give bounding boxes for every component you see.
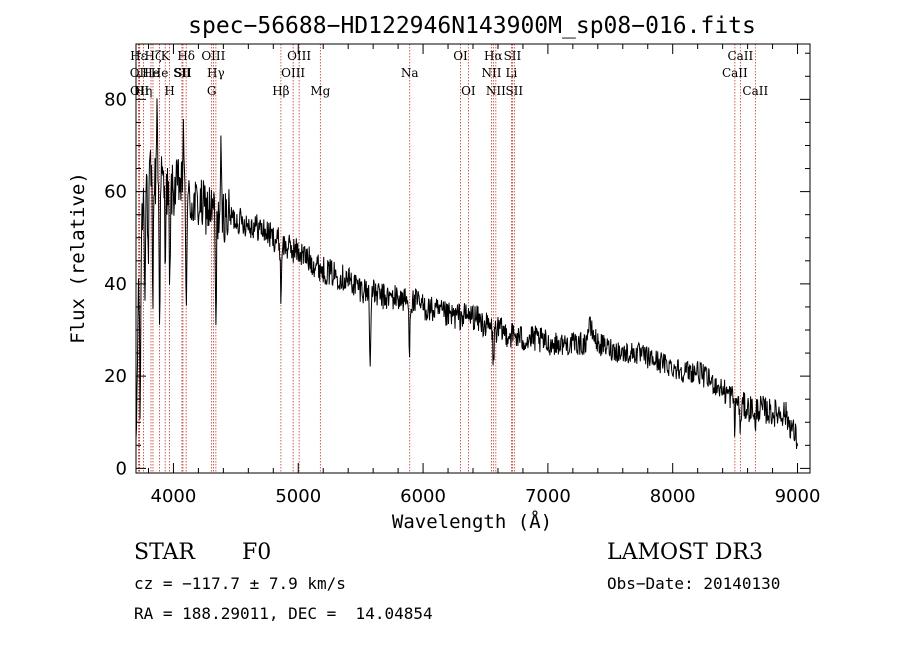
spectral-line-label: SII	[505, 84, 523, 98]
x-tick-label: 9000	[775, 486, 821, 507]
y-axis-ticks: 0 20 40 60 80	[104, 52, 810, 479]
spectral-line-label: Li	[506, 66, 518, 80]
y-tick-label: 80	[104, 89, 127, 110]
spectral-line-label: He	[142, 66, 160, 80]
spectral-line-label: SII	[504, 49, 522, 63]
obs-date: Obs−Date: 20140130	[607, 574, 781, 593]
spectral-line-label: G	[207, 84, 217, 98]
x-tick-label: 4000	[151, 486, 197, 507]
y-tick-label: 60	[104, 182, 127, 203]
spectral-line-label: SII	[173, 66, 191, 80]
spectral-line-label: OI	[453, 49, 468, 63]
y-tick-label: 40	[104, 274, 127, 295]
spectral-line-label: Hδ	[177, 49, 195, 63]
spectral-line-label: Hγ	[207, 66, 225, 80]
y-tick-label: 0	[116, 458, 127, 479]
x-tick-label: 5000	[275, 486, 321, 507]
y-axis-label: Flux (relative)	[67, 172, 89, 344]
spectral-line-label: OI	[461, 84, 476, 98]
coordinates: RA = 188.29011, DEC = 14.04854	[134, 604, 433, 623]
spectral-line-label: NII	[481, 66, 501, 80]
spectral-line-label: OIII	[201, 49, 225, 63]
x-axis-ticks: 4000 5000 6000 7000 8000 9000	[147, 44, 821, 507]
spectral-line-label: Mg	[310, 84, 330, 98]
spectral-line-label: OIII	[281, 66, 305, 80]
spectral-line-label: OII	[130, 66, 150, 80]
x-tick-label: 7000	[525, 486, 571, 507]
object-class: STAR	[134, 540, 195, 565]
plot-frame	[135, 43, 811, 474]
subclass: F0	[242, 540, 272, 565]
spectral-line-label: Hζ	[144, 49, 161, 63]
x-axis-label: Wavelength (Å)	[392, 510, 552, 533]
spectral-line-label: OIII	[287, 49, 311, 63]
y-tick-label: 20	[104, 366, 127, 387]
chart-title: spec−56688−HD122946N143900M_sp08−016.fit…	[188, 13, 756, 39]
survey-name: LAMOST DR3	[607, 540, 763, 565]
spectral-line-label: CaII	[727, 49, 753, 63]
spectral-line-label: Hβ	[272, 84, 289, 98]
x-tick-label: 8000	[650, 486, 696, 507]
redshift-cz: cz = −117.7 ± 7.9 km/s	[134, 574, 346, 593]
spectral-line-label: H	[164, 84, 174, 98]
spectral-line-label: CaII	[742, 84, 768, 98]
spectrum-line	[135, 98, 798, 450]
spectral-line-label: OII	[130, 84, 150, 98]
spectral-line-label: Hε	[130, 49, 147, 63]
spectral-line-label: NII	[486, 84, 506, 98]
x-tick-label: 6000	[400, 486, 446, 507]
spectral-line-markers	[138, 44, 756, 473]
spectral-line-label: CaII	[722, 66, 748, 80]
spectral-line-label: Na	[401, 66, 419, 80]
spectral-line-label: Hη	[135, 84, 153, 98]
spectral-line-label: Hα	[484, 49, 503, 63]
spectral-line-label: He	[151, 66, 169, 80]
spectral-line-label: K	[161, 49, 171, 63]
spectral-line-label: SII	[174, 66, 192, 80]
